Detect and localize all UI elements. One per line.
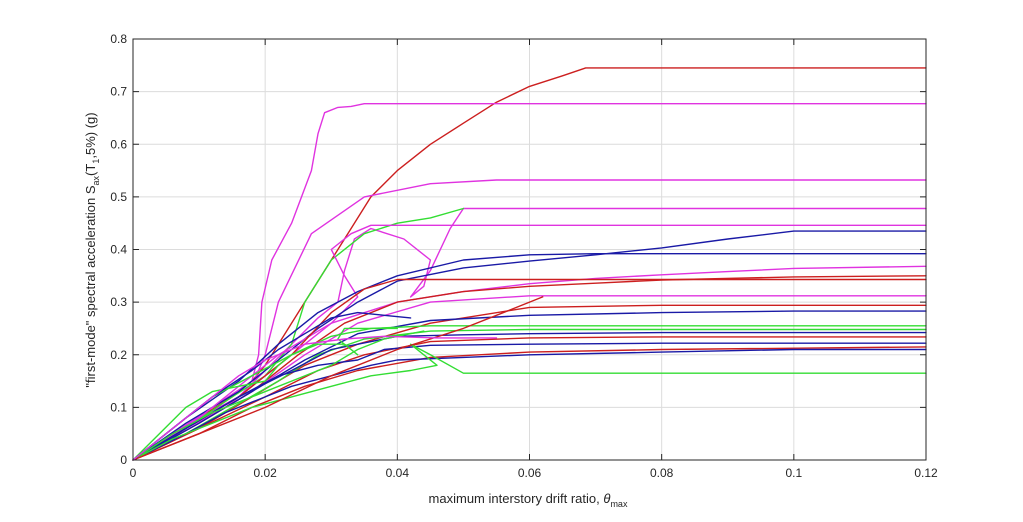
series-line-25 [132,296,544,461]
y-tick-label: 0.2 [110,348,127,362]
y-axis-title: "first-mode" spectral acceleration Sax(T… [83,112,101,387]
series-line-2 [132,103,927,461]
series-line-19 [132,342,927,461]
x-tick-label: 0.02 [253,466,277,480]
series-line-18 [132,336,927,461]
series-line-22 [132,343,927,461]
x-axis-title: maximum interstory drift ratio, θmax [429,491,628,509]
x-tick-label: 0.1 [785,466,802,480]
y-tick-label: 0.8 [110,32,127,46]
x-tick-label: 0.12 [914,466,938,480]
series-line-8 [132,253,927,461]
tick-labels: 0 0.02 0.04 0.06 0.08 0.1 0.12 0 0.1 0.2 0.3 0.4 0.5… [110,32,938,480]
axes [132,38,927,461]
x-tick-label: 0.06 [518,466,542,480]
series-line-27 [132,335,498,461]
series-line-20 [132,346,927,461]
y-tick-label: 0.5 [110,190,127,204]
x-tick-label: 0.04 [386,466,410,480]
y-tick-label: 0.3 [110,295,127,309]
series-lines [132,67,927,461]
y-tick-label: 0.4 [110,243,127,257]
series-line-5 [132,207,465,461]
x-tick-label: 0.08 [650,466,674,480]
y-tick-label: 0.1 [110,400,127,414]
y-tick-label: 0.7 [110,85,127,99]
series-line-23 [132,327,398,461]
y-tick-label: 0.6 [110,137,127,151]
y-tick-label: 0 [120,453,127,467]
series-line-21 [132,348,927,461]
series-line-7 [132,230,927,461]
x-tick-label: 0 [130,466,137,480]
